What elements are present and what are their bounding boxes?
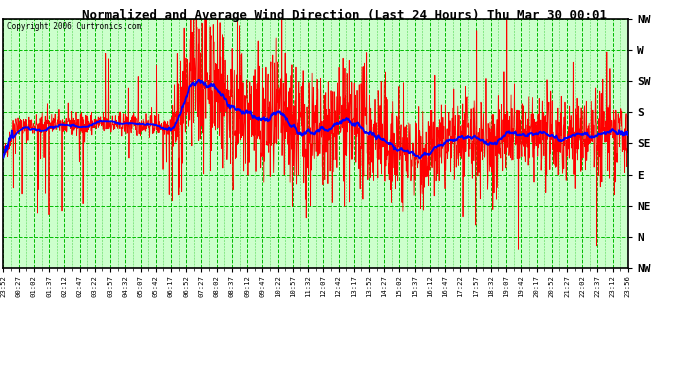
- Text: Normalized and Average Wind Direction (Last 24 Hours) Thu Mar 30 00:01: Normalized and Average Wind Direction (L…: [83, 9, 607, 22]
- Text: Copyright 2006 Curtronics.com: Copyright 2006 Curtronics.com: [7, 22, 141, 32]
